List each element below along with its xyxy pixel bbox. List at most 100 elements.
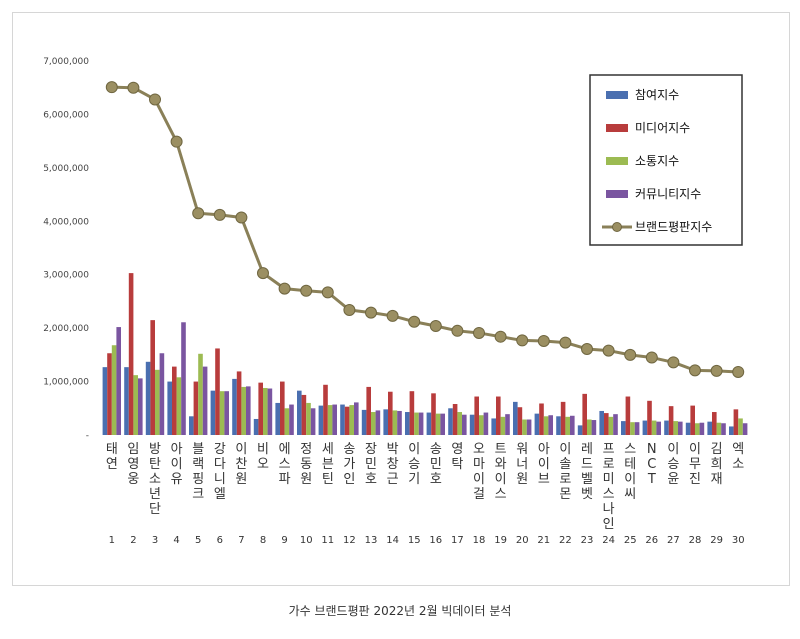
x-category-label: 이 bbox=[667, 442, 679, 457]
x-category-label: 민 bbox=[430, 457, 442, 472]
x-category-label: 재 bbox=[711, 472, 723, 487]
x-category-label: 영 bbox=[451, 442, 463, 457]
x-category-label: T bbox=[647, 472, 656, 487]
x-category-label: 로 bbox=[559, 472, 571, 487]
x-category-label: 이 bbox=[408, 442, 420, 457]
x-rank-label: 3 bbox=[152, 535, 158, 546]
bar bbox=[738, 418, 743, 435]
bar bbox=[246, 386, 251, 435]
y-tick-label: 6,000,000 bbox=[43, 110, 89, 120]
legend-label: 참여지수 bbox=[635, 88, 679, 102]
bar bbox=[599, 410, 604, 435]
bar bbox=[678, 421, 683, 435]
bar bbox=[116, 327, 121, 435]
chart-frame: - 1,000,000 2,000,000 3,000,000 4,000,000 5,0… bbox=[12, 12, 790, 586]
x-category-label: 크 bbox=[192, 487, 204, 502]
x-category-label: 송 bbox=[343, 442, 355, 457]
bar bbox=[133, 375, 138, 435]
x-rank-label: 22 bbox=[559, 535, 572, 546]
bar bbox=[556, 416, 561, 435]
x-rank-label: 21 bbox=[537, 535, 550, 546]
bar bbox=[604, 413, 609, 435]
x-rank-label: 8 bbox=[260, 535, 266, 546]
brand-reputation-chart: - 1,000,000 2,000,000 3,000,000 4,000,000 5,0… bbox=[43, 57, 748, 546]
bar bbox=[543, 416, 549, 435]
x-category-label: 방 bbox=[149, 442, 161, 457]
x-rank-label: 9 bbox=[281, 535, 287, 546]
bar bbox=[565, 416, 570, 435]
bar bbox=[668, 406, 674, 435]
x-category-label: C bbox=[647, 457, 656, 472]
bar bbox=[440, 413, 445, 435]
legend-label: 브랜드평판지수 bbox=[635, 220, 712, 234]
x-category-label: 오 bbox=[473, 442, 485, 457]
x-category-label: 송 bbox=[430, 442, 442, 457]
line-point bbox=[149, 93, 161, 106]
x-category-label: 블 bbox=[192, 442, 204, 457]
bar bbox=[388, 391, 393, 435]
x-category-label: 가 bbox=[343, 457, 355, 472]
bar bbox=[457, 412, 462, 435]
x-category-label: 파 bbox=[279, 472, 291, 487]
y-tick-label: 1,000,000 bbox=[43, 378, 89, 388]
bar bbox=[577, 425, 583, 435]
line-point bbox=[516, 334, 529, 347]
bar bbox=[138, 378, 143, 435]
bar bbox=[690, 405, 695, 435]
x-category-label: 호 bbox=[430, 472, 442, 487]
line-point bbox=[732, 365, 745, 378]
x-category-label: 창 bbox=[387, 457, 399, 472]
bar bbox=[582, 393, 587, 435]
line-point bbox=[386, 309, 399, 322]
x-category-label: 오 bbox=[257, 457, 269, 472]
x-rank-label: 10 bbox=[300, 535, 313, 546]
x-category-label: 엘 bbox=[214, 487, 226, 502]
x-category-label: 씨 bbox=[624, 487, 636, 502]
x-rank-label: 15 bbox=[408, 535, 421, 546]
x-category-label: 무 bbox=[689, 457, 701, 472]
x-category-label: 근 bbox=[387, 472, 399, 487]
bar bbox=[145, 361, 151, 435]
bar bbox=[349, 405, 354, 435]
line-point bbox=[645, 351, 658, 364]
bar bbox=[742, 423, 748, 435]
x-category-label: 스 bbox=[495, 487, 507, 502]
bar bbox=[500, 416, 506, 435]
line-point bbox=[192, 207, 205, 220]
bar bbox=[263, 387, 268, 435]
bar bbox=[712, 412, 717, 435]
x-rank-label: 17 bbox=[451, 535, 464, 546]
x-category-label: 소 bbox=[149, 472, 161, 487]
bar bbox=[642, 420, 648, 435]
x-category-label: 희 bbox=[711, 457, 723, 472]
x-category-label: 원 bbox=[300, 472, 312, 487]
line-point bbox=[105, 81, 118, 94]
x-category-label: 탄 bbox=[149, 457, 161, 472]
bar bbox=[327, 405, 333, 435]
bar bbox=[707, 421, 712, 435]
x-category-label: 유 bbox=[171, 472, 183, 487]
x-rank-label: 25 bbox=[624, 535, 637, 546]
x-rank-label: 20 bbox=[516, 535, 529, 546]
x-category-label: 브 bbox=[538, 472, 550, 487]
x-rank-label: 19 bbox=[494, 535, 507, 546]
x-category-label: 소 bbox=[732, 457, 744, 472]
bar bbox=[258, 382, 263, 435]
legend-swatch bbox=[606, 124, 628, 132]
bar bbox=[664, 420, 669, 435]
x-category-label: 다 bbox=[214, 457, 226, 472]
bar-series-group bbox=[102, 273, 748, 435]
bar bbox=[323, 384, 328, 435]
x-category-label: 틴 bbox=[322, 472, 334, 487]
bar bbox=[215, 348, 220, 435]
line-point bbox=[365, 306, 377, 319]
y-tick-label: - bbox=[86, 431, 89, 441]
line-point bbox=[170, 135, 183, 148]
bar bbox=[297, 390, 302, 435]
bar bbox=[587, 419, 592, 435]
x-category-label: 레 bbox=[581, 442, 593, 457]
x-category-label: 호 bbox=[365, 472, 377, 487]
line-point bbox=[559, 336, 572, 349]
bar bbox=[306, 402, 311, 435]
